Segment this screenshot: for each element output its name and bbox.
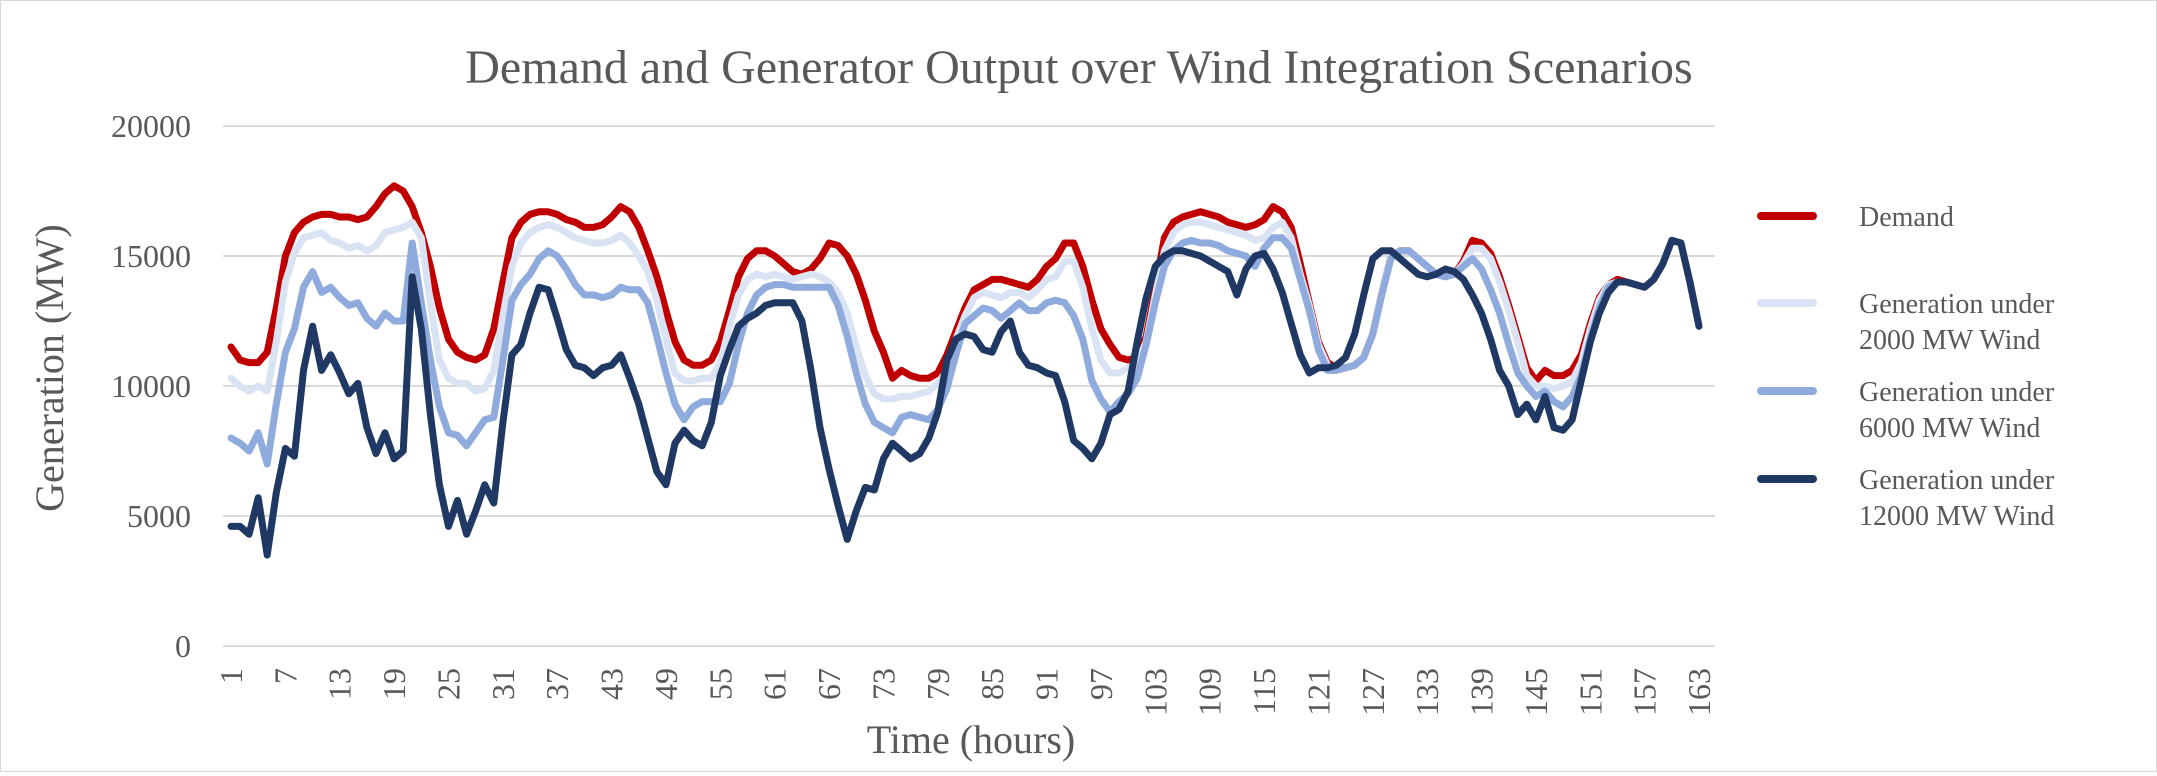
x-tick-label: 67: [811, 668, 847, 700]
x-tick-label: 97: [1083, 668, 1119, 700]
series-line-3: [227, 234, 1703, 468]
x-tick-label: 103: [1137, 668, 1173, 716]
x-tick-label: 1: [213, 668, 249, 684]
x-tick-label: 61: [757, 668, 793, 700]
x-tick-label: 31: [485, 668, 521, 700]
legend: Demand Generation under 2000 MW Wind Genera…: [1757, 202, 2055, 532]
y-tick-label: 0: [175, 628, 191, 664]
legend-label-3: Generation under 6000 MW Wind: [1859, 377, 2055, 444]
x-tick-label: 79: [920, 668, 956, 700]
x-tick-label: 73: [865, 668, 901, 700]
y-tick-label: 10000: [111, 368, 191, 404]
x-axis-ticks: 1 7 13 19 25 31 37 43 49 55 61 67 73 79 85 91 97 103 109 11…: [213, 668, 1717, 716]
gridlines: [223, 125, 1715, 647]
x-tick-label: 163: [1681, 668, 1717, 716]
x-tick-label: 133: [1409, 668, 1445, 716]
legend-label-4: Generation under 12000 MW Wind: [1859, 465, 2055, 532]
y-tick-label: 5000: [127, 498, 191, 534]
legend-label-2: Generation under 2000 MW Wind: [1859, 289, 2055, 356]
y-axis-title: Generation (MW): [27, 224, 72, 512]
series-lines: [227, 182, 1703, 559]
x-tick-label: 85: [974, 668, 1010, 700]
chart-title: Demand and Generator Output over Wind In…: [465, 41, 1692, 94]
x-tick-label: 151: [1572, 668, 1608, 716]
x-tick-label: 91: [1029, 668, 1065, 700]
x-tick-label: 145: [1518, 668, 1554, 716]
series-line-1: [227, 182, 1703, 385]
x-tick-label: 37: [539, 668, 575, 700]
x-tick-label: 115: [1246, 668, 1282, 715]
x-tick-label: 19: [376, 668, 412, 700]
x-tick-label: 7: [267, 668, 303, 684]
legend-label-1: Demand: [1859, 202, 1954, 233]
x-tick-label: 127: [1355, 668, 1391, 716]
y-tick-label: 20000: [111, 108, 191, 144]
x-tick-label: 13: [322, 668, 358, 700]
x-tick-label: 55: [702, 668, 738, 700]
x-tick-label: 157: [1627, 668, 1663, 716]
x-tick-label: 109: [1192, 668, 1228, 716]
x-tick-label: 139: [1464, 668, 1500, 716]
x-tick-label: 43: [594, 668, 630, 700]
x-tick-label: 25: [430, 668, 466, 700]
x-tick-label: 49: [648, 668, 684, 700]
series-line-4: [227, 236, 1703, 559]
x-axis-title: Time (hours): [867, 717, 1076, 762]
y-axis-ticks: 0 5000 10000 15000 20000: [111, 108, 191, 664]
y-tick-label: 15000: [111, 238, 191, 274]
x-tick-label: 121: [1300, 668, 1336, 716]
